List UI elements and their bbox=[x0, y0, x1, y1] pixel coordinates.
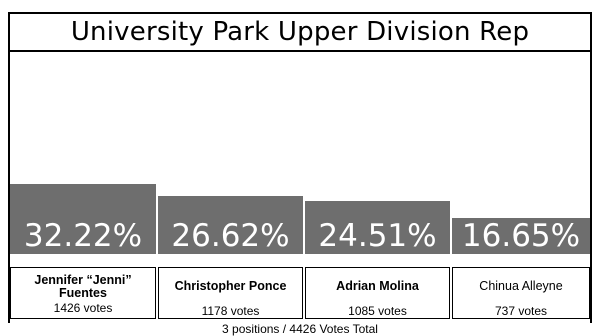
candidate-cell-4: Chinua Alleyne 737 votes bbox=[452, 267, 590, 319]
bar-value-label-1: 32.22% bbox=[23, 218, 143, 254]
candidate-votes: 1085 votes bbox=[348, 304, 407, 318]
candidate-cell-1: Jennifer “Jenni” Fuentes 1426 votes bbox=[10, 267, 156, 319]
candidate-name: Adrian Molina bbox=[336, 279, 419, 293]
candidate-votes: 737 votes bbox=[494, 304, 548, 318]
total-votes-label: 3 positions / 4426 Votes Total bbox=[222, 322, 378, 336]
candidate-name: Jennifer “Jenni” Fuentes bbox=[34, 273, 132, 300]
candidate-name: Chinua Alleyne bbox=[479, 279, 563, 293]
bar-4 bbox=[452, 218, 590, 254]
bar-2 bbox=[158, 196, 303, 254]
bar-3 bbox=[305, 201, 450, 254]
bar-value-label-3: 24.51% bbox=[318, 218, 437, 254]
candidate-cell-3: Adrian Molina 1085 votes bbox=[305, 267, 450, 319]
title-divider bbox=[10, 50, 590, 52]
candidate-votes: 1178 votes bbox=[201, 304, 260, 318]
results-panel: University Park Upper Division Rep 32.22… bbox=[8, 12, 592, 336]
bar-value-label-4: 16.65% bbox=[461, 218, 581, 254]
candidate-cell-2: Christopher Ponce 1178 votes bbox=[158, 267, 303, 319]
chart-title: University Park Upper Division Rep bbox=[70, 17, 530, 47]
bar-1 bbox=[10, 184, 156, 254]
candidate-votes: 1426 votes bbox=[53, 301, 113, 315]
candidate-name: Christopher Ponce bbox=[174, 279, 287, 293]
bar-value-label-2: 26.62% bbox=[171, 218, 290, 254]
